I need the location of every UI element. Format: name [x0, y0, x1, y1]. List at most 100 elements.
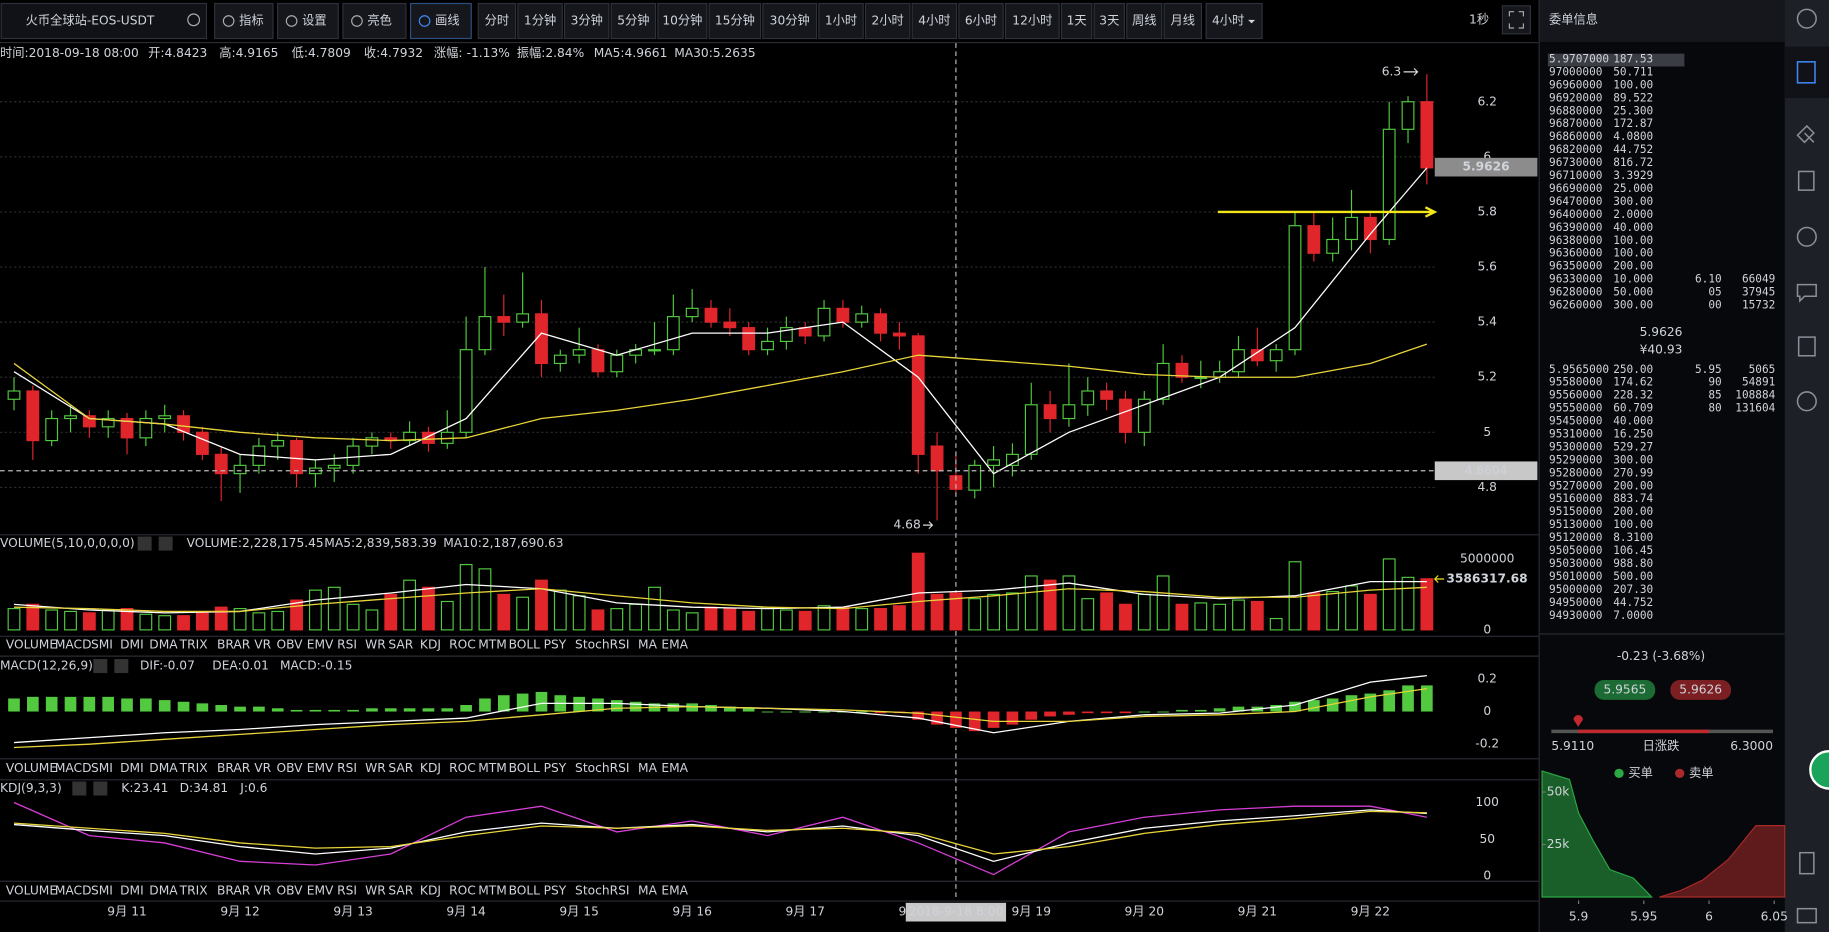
indicator-tab[interactable]: TRIX	[179, 761, 208, 775]
period-button[interactable]	[762, 2, 818, 40]
indicator-tab[interactable]: MACD	[55, 884, 92, 898]
period-button[interactable]	[1126, 2, 1163, 40]
indicator-tab[interactable]: BRAR	[217, 761, 251, 775]
indicator-tab[interactable]: VOLUME	[6, 884, 57, 898]
indicator-tab[interactable]: MA	[638, 884, 658, 898]
period-button[interactable]	[1093, 2, 1126, 40]
indicator-tab[interactable]: MA	[638, 638, 658, 652]
indicator-tab[interactable]: MACD	[55, 638, 92, 652]
indicator-tab[interactable]: ROC	[449, 638, 476, 652]
indicator-tab[interactable]: BRAR	[217, 884, 251, 898]
indicator-tab[interactable]: TRIX	[179, 884, 208, 898]
period-button[interactable]	[818, 2, 864, 40]
period-button[interactable]	[610, 2, 657, 40]
indicator-tab[interactable]: OBV	[276, 638, 303, 652]
indicator-tab[interactable]: KDJ	[420, 761, 441, 775]
tool-button[interactable]	[214, 2, 274, 40]
panel-icon[interactable]	[93, 659, 108, 674]
indicator-tab[interactable]: StochRSI	[575, 761, 629, 775]
period-menu-label[interactable]: 4小时	[1212, 13, 1244, 27]
indicator-tab[interactable]: RSI	[337, 761, 357, 775]
period-label[interactable]: 6小时	[965, 13, 997, 27]
tool-label[interactable]: 画线	[435, 13, 459, 27]
period-button[interactable]	[708, 2, 762, 40]
fullscreen-button[interactable]	[1501, 5, 1531, 35]
indicator-tab[interactable]: VOLUME	[6, 761, 57, 775]
indicator-tab[interactable]: KDJ	[420, 884, 441, 898]
indicator-tab[interactable]: WR	[365, 884, 386, 898]
indicator-tab[interactable]: SMI	[91, 638, 113, 652]
indicator-tab[interactable]: BRAR	[217, 638, 251, 652]
indicator-tab[interactable]: PSY	[544, 761, 567, 775]
indicator-tab[interactable]: PSY	[544, 638, 567, 652]
period-label[interactable]: 12小时	[1012, 13, 1052, 27]
indicator-tab[interactable]: MTM	[478, 884, 507, 898]
tool-label[interactable]: 亮色	[367, 12, 391, 27]
ask-price[interactable]: 5.9626	[1679, 682, 1722, 696]
period-label[interactable]: 5分钟	[617, 12, 649, 27]
period-menu[interactable]	[1205, 2, 1263, 40]
indicator-tab[interactable]: VOLUME	[6, 638, 57, 652]
indicator-tab[interactable]: EMA	[661, 884, 688, 898]
indicator-tab[interactable]: MTM	[478, 638, 507, 652]
indicator-tab[interactable]: RSI	[337, 638, 357, 652]
tool-button[interactable]	[410, 2, 472, 40]
tool-button[interactable]	[277, 2, 339, 40]
period-button[interactable]	[517, 2, 563, 40]
indicator-tab[interactable]: SMI	[91, 884, 113, 898]
period-button[interactable]	[864, 2, 911, 40]
panel-icon[interactable]	[72, 781, 87, 796]
period-button[interactable]	[477, 2, 517, 40]
indicator-tab[interactable]: OBV	[276, 884, 303, 898]
indicator-tab[interactable]: DMI	[120, 638, 144, 652]
indicator-tab[interactable]: SAR	[388, 761, 413, 775]
period-label[interactable]: 1小时	[825, 13, 857, 27]
indicator-tab[interactable]: DMA	[149, 638, 178, 652]
indicator-tab[interactable]: MA	[638, 761, 658, 775]
indicator-tab[interactable]: EMV	[307, 761, 334, 775]
period-button[interactable]	[657, 2, 708, 40]
indicator-tab[interactable]: WR	[365, 638, 386, 652]
period-label[interactable]: 月线	[1171, 13, 1195, 27]
panel-icon[interactable]	[114, 659, 129, 674]
indicator-tab[interactable]: SMI	[91, 761, 113, 775]
indicator-tab[interactable]: VR	[254, 884, 271, 898]
period-label[interactable]: 4小时	[918, 13, 950, 27]
period-label[interactable]: 10分钟	[662, 12, 702, 27]
indicator-tab[interactable]: DMI	[120, 884, 144, 898]
period-label[interactable]: 分时	[485, 13, 509, 27]
period-button[interactable]	[911, 2, 958, 40]
indicator-tab[interactable]: DMA	[149, 761, 178, 775]
indicator-tab[interactable]: VR	[254, 761, 271, 775]
indicator-tab[interactable]: SAR	[388, 884, 413, 898]
indicator-tab[interactable]: SAR	[388, 638, 413, 652]
refresh[interactable]: 1秒	[1469, 12, 1489, 26]
tool-label[interactable]: 设置	[302, 13, 326, 27]
panel-icon[interactable]	[158, 536, 173, 551]
period-label[interactable]: 3天	[1099, 13, 1119, 27]
period-label[interactable]: 30分钟	[770, 12, 810, 27]
period-button[interactable]	[1060, 2, 1093, 40]
period-button[interactable]	[958, 2, 1004, 40]
indicator-tab[interactable]: PSY	[544, 884, 567, 898]
panel-icon[interactable]	[93, 781, 108, 796]
indicator-tab[interactable]: StochRSI	[575, 884, 629, 898]
indicator-tab[interactable]: DMA	[149, 884, 178, 898]
period-label[interactable]: 3分钟	[571, 12, 603, 27]
panel-icon[interactable]	[137, 536, 152, 551]
ask-button[interactable]	[1670, 680, 1732, 700]
period-button[interactable]	[1004, 2, 1060, 40]
period-button[interactable]	[563, 2, 610, 40]
indicator-tab[interactable]: BOLL	[509, 884, 541, 898]
period-label[interactable]: 1分钟	[524, 12, 556, 27]
tool-button[interactable]	[342, 2, 407, 40]
period-label[interactable]: 15分钟	[715, 12, 755, 27]
period-label[interactable]: 周线	[1132, 13, 1156, 27]
indicator-tab[interactable]: DMI	[120, 761, 144, 775]
period-button[interactable]	[1163, 2, 1203, 40]
indicator-tab[interactable]: EMV	[307, 884, 334, 898]
indicator-tab[interactable]: TRIX	[179, 638, 208, 652]
period-label[interactable]: 1天	[1067, 13, 1087, 27]
indicator-tab[interactable]: VR	[254, 638, 271, 652]
tool-label[interactable]: 指标	[239, 12, 263, 27]
